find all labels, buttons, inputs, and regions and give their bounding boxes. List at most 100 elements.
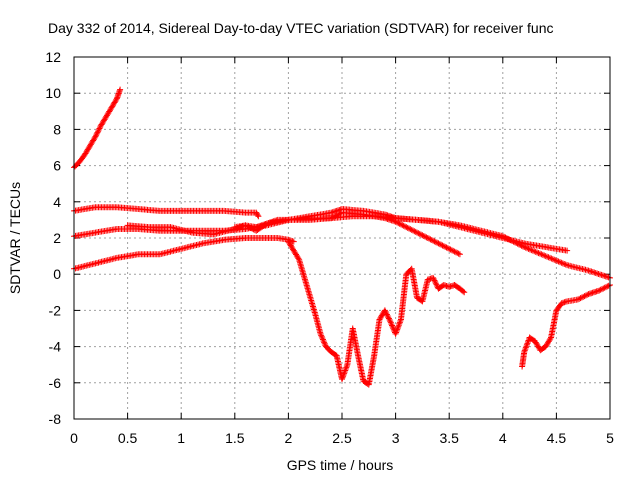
data-point-marker: [319, 335, 326, 342]
data-point-marker: [389, 323, 396, 330]
data-point-marker: [454, 249, 461, 256]
series-arc-6: [231, 206, 571, 254]
data-point-marker: [400, 222, 407, 229]
data-point-marker: [561, 260, 568, 267]
data-point-marker: [431, 277, 438, 284]
data-point-marker: [290, 238, 297, 245]
data-point-marker: [529, 247, 536, 254]
data-point-marker: [584, 291, 591, 298]
data-point-marker: [597, 286, 604, 293]
data-point-marker: [535, 250, 542, 257]
y-tick-label: -8: [49, 411, 62, 427]
data-point-marker: [387, 318, 394, 325]
data-point-marker: [397, 221, 404, 228]
y-tick-label: 2: [53, 230, 61, 246]
data-point-marker: [552, 257, 559, 264]
data-point-marker: [341, 370, 348, 377]
data-point-marker: [93, 132, 100, 139]
x-tick-label: 3.5: [439, 430, 459, 446]
data-point-marker: [581, 293, 588, 300]
data-point-marker: [431, 238, 438, 245]
data-point-marker: [596, 287, 603, 294]
data-point-marker: [428, 237, 435, 244]
data-point-marker: [604, 283, 611, 290]
data-point-marker: [318, 332, 325, 339]
y-tick-label: 10: [45, 85, 61, 101]
y-tick-label: 6: [53, 158, 61, 174]
data-point-marker: [528, 247, 535, 254]
data-point-marker: [456, 251, 463, 258]
y-tick-label: 8: [53, 121, 61, 137]
x-axis-ticks: 0 0.5 1 1.5 2 2.5 3 3.5 4 4.5 5: [70, 57, 614, 446]
data-point-marker: [392, 330, 399, 337]
x-axis-label: GPS time / hours: [287, 457, 394, 473]
data-point-marker: [92, 133, 99, 140]
data-point-marker: [383, 310, 390, 317]
data-point-marker: [396, 220, 403, 227]
data-point-marker: [574, 296, 581, 303]
data-point-marker: [339, 374, 346, 381]
data-point-marker: [393, 329, 400, 336]
x-tick-label: 2.5: [332, 430, 352, 446]
data-point-marker: [430, 276, 437, 283]
data-point-marker: [576, 295, 583, 302]
data-point-marker: [546, 254, 553, 261]
data-point-marker: [455, 250, 462, 257]
data-point-marker: [262, 221, 269, 228]
data-point-marker: [95, 128, 102, 135]
data-point-marker: [577, 295, 584, 302]
series-arc-1: [71, 86, 124, 171]
y-tick-label: -2: [49, 302, 62, 318]
data-point-marker: [96, 125, 103, 132]
data-point-marker: [343, 364, 350, 371]
data-point-marker: [427, 236, 434, 243]
data-point-marker: [343, 363, 350, 370]
data-point-marker: [523, 343, 530, 350]
data-point-marker: [328, 215, 335, 222]
data-point-marker: [544, 253, 551, 260]
data-point-marker: [321, 339, 328, 346]
data-point-marker: [401, 223, 408, 230]
y-tick-label: -6: [49, 375, 62, 391]
data-point-marker: [419, 232, 426, 239]
series-arc-7: [285, 238, 468, 388]
data-point-marker: [521, 349, 528, 356]
data-point-marker: [531, 248, 538, 255]
data-point-marker: [545, 254, 552, 261]
data-point-marker: [394, 325, 401, 332]
data-point-marker: [541, 252, 548, 259]
data-point-marker: [580, 293, 587, 300]
data-point-marker: [415, 230, 422, 237]
data-point-marker: [434, 239, 441, 246]
data-point-marker: [547, 335, 554, 342]
data-point-marker: [582, 292, 589, 299]
data-point-marker: [558, 259, 565, 266]
data-point-marker: [411, 228, 418, 235]
data-point-marker: [395, 323, 402, 330]
data-point-marker: [522, 344, 529, 351]
data-point-marker: [460, 288, 467, 295]
data-point-marker: [461, 289, 468, 296]
data-point-marker: [549, 256, 556, 263]
data-point-marker: [598, 286, 605, 293]
data-point-marker: [396, 320, 403, 327]
series-arc-2: [71, 204, 262, 220]
data-point-marker: [295, 255, 302, 262]
data-point-marker: [432, 239, 439, 246]
data-point-marker: [395, 322, 402, 329]
data-point-marker: [387, 319, 394, 326]
data-point-marker: [432, 278, 439, 285]
y-axis-label: SDTVAR / TECUs: [7, 182, 23, 294]
data-point-marker: [559, 260, 566, 267]
data-point-marker: [340, 373, 347, 380]
data-point-marker: [386, 316, 393, 323]
data-point-marker: [403, 224, 410, 231]
data-point-marker: [548, 255, 555, 262]
data-point-marker: [254, 212, 261, 219]
data-point-marker: [385, 315, 392, 322]
data-point-marker: [432, 280, 439, 287]
data-point-marker: [93, 130, 100, 137]
data-point-marker: [524, 340, 531, 347]
